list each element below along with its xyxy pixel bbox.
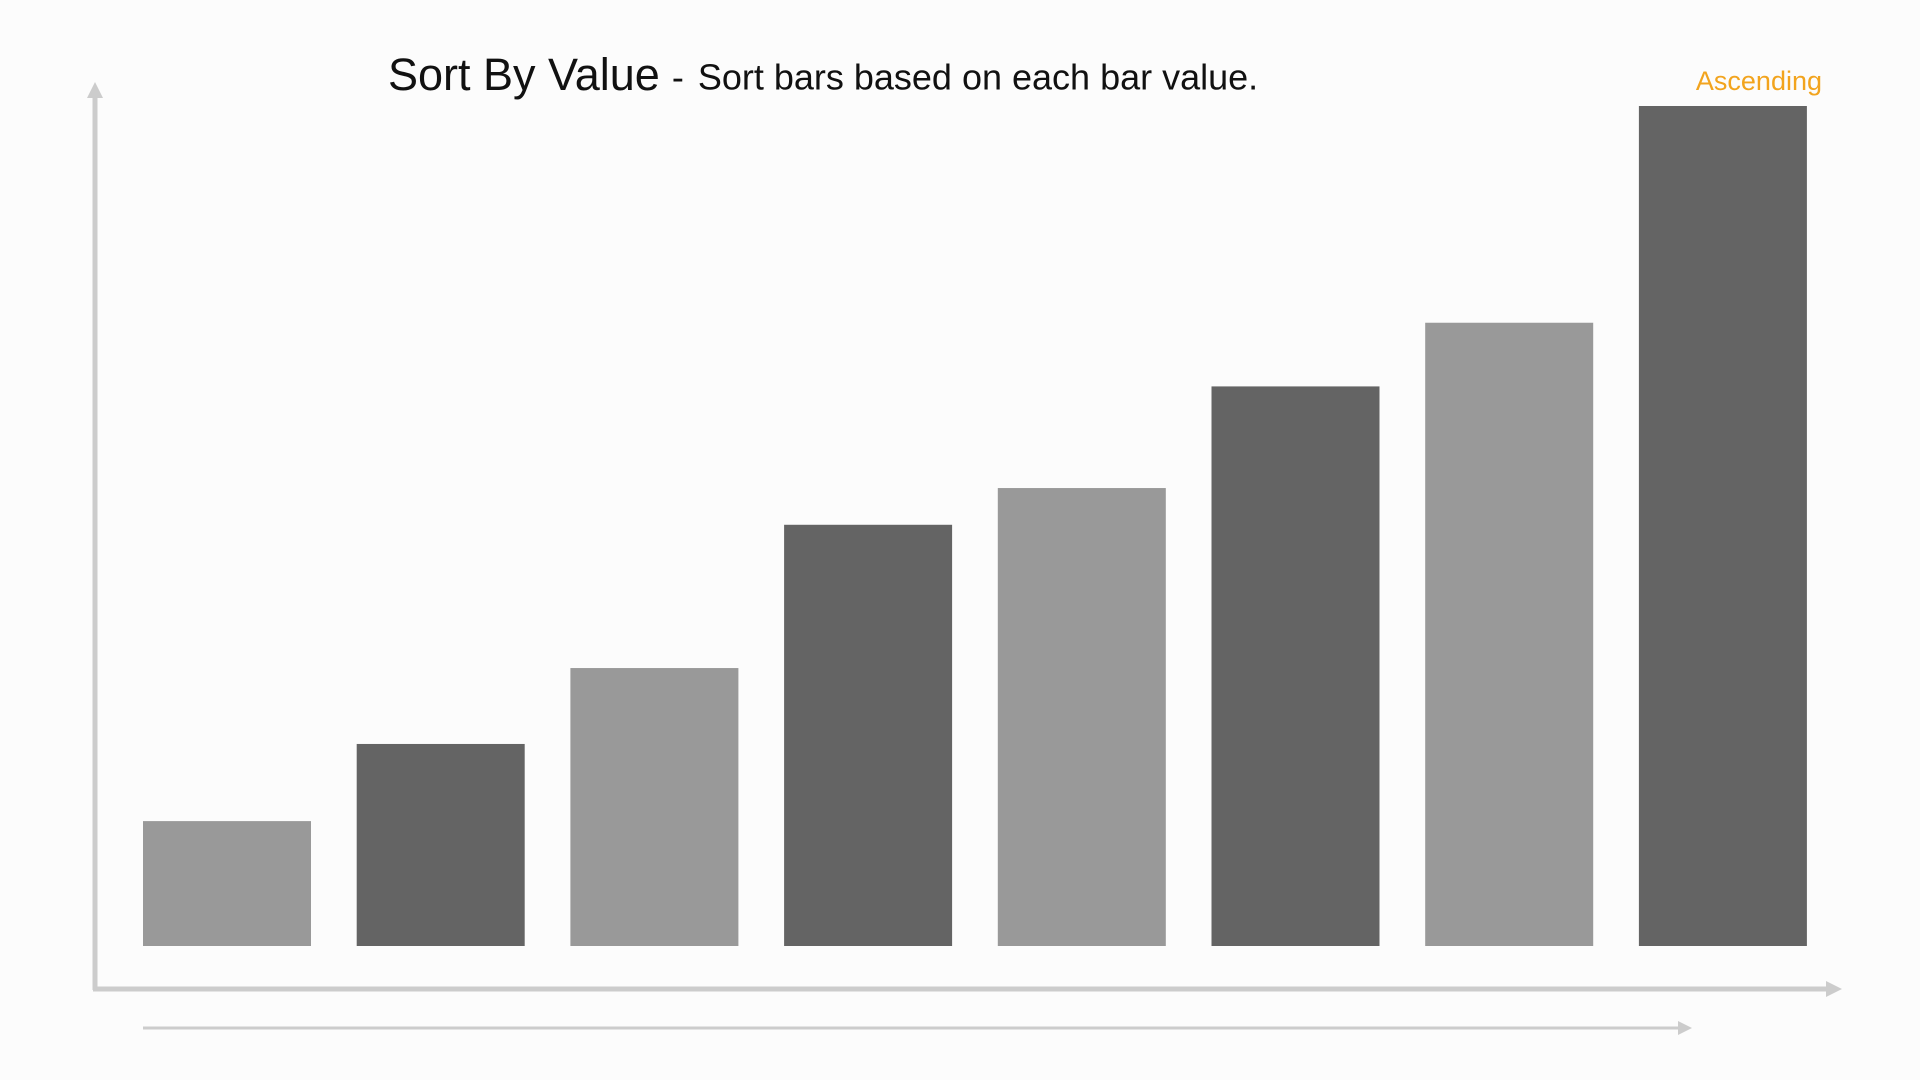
chart-title: Sort By Value bbox=[388, 49, 660, 100]
y-axis-arrow bbox=[87, 82, 103, 98]
bar bbox=[784, 524, 953, 946]
bar bbox=[1638, 106, 1807, 946]
chart-subtitle: Sort bars based on each bar value. bbox=[698, 57, 1258, 98]
bar bbox=[997, 488, 1166, 946]
sort-order-label: Ascending bbox=[1696, 66, 1822, 96]
bar bbox=[143, 821, 311, 946]
bar bbox=[570, 668, 739, 946]
bar bbox=[1425, 322, 1594, 946]
x-axis-arrow bbox=[1826, 981, 1842, 997]
sort-direction-arrow bbox=[1678, 1021, 1692, 1035]
title-separator: - bbox=[672, 57, 684, 98]
bar bbox=[356, 743, 525, 946]
bar bbox=[1211, 386, 1380, 946]
